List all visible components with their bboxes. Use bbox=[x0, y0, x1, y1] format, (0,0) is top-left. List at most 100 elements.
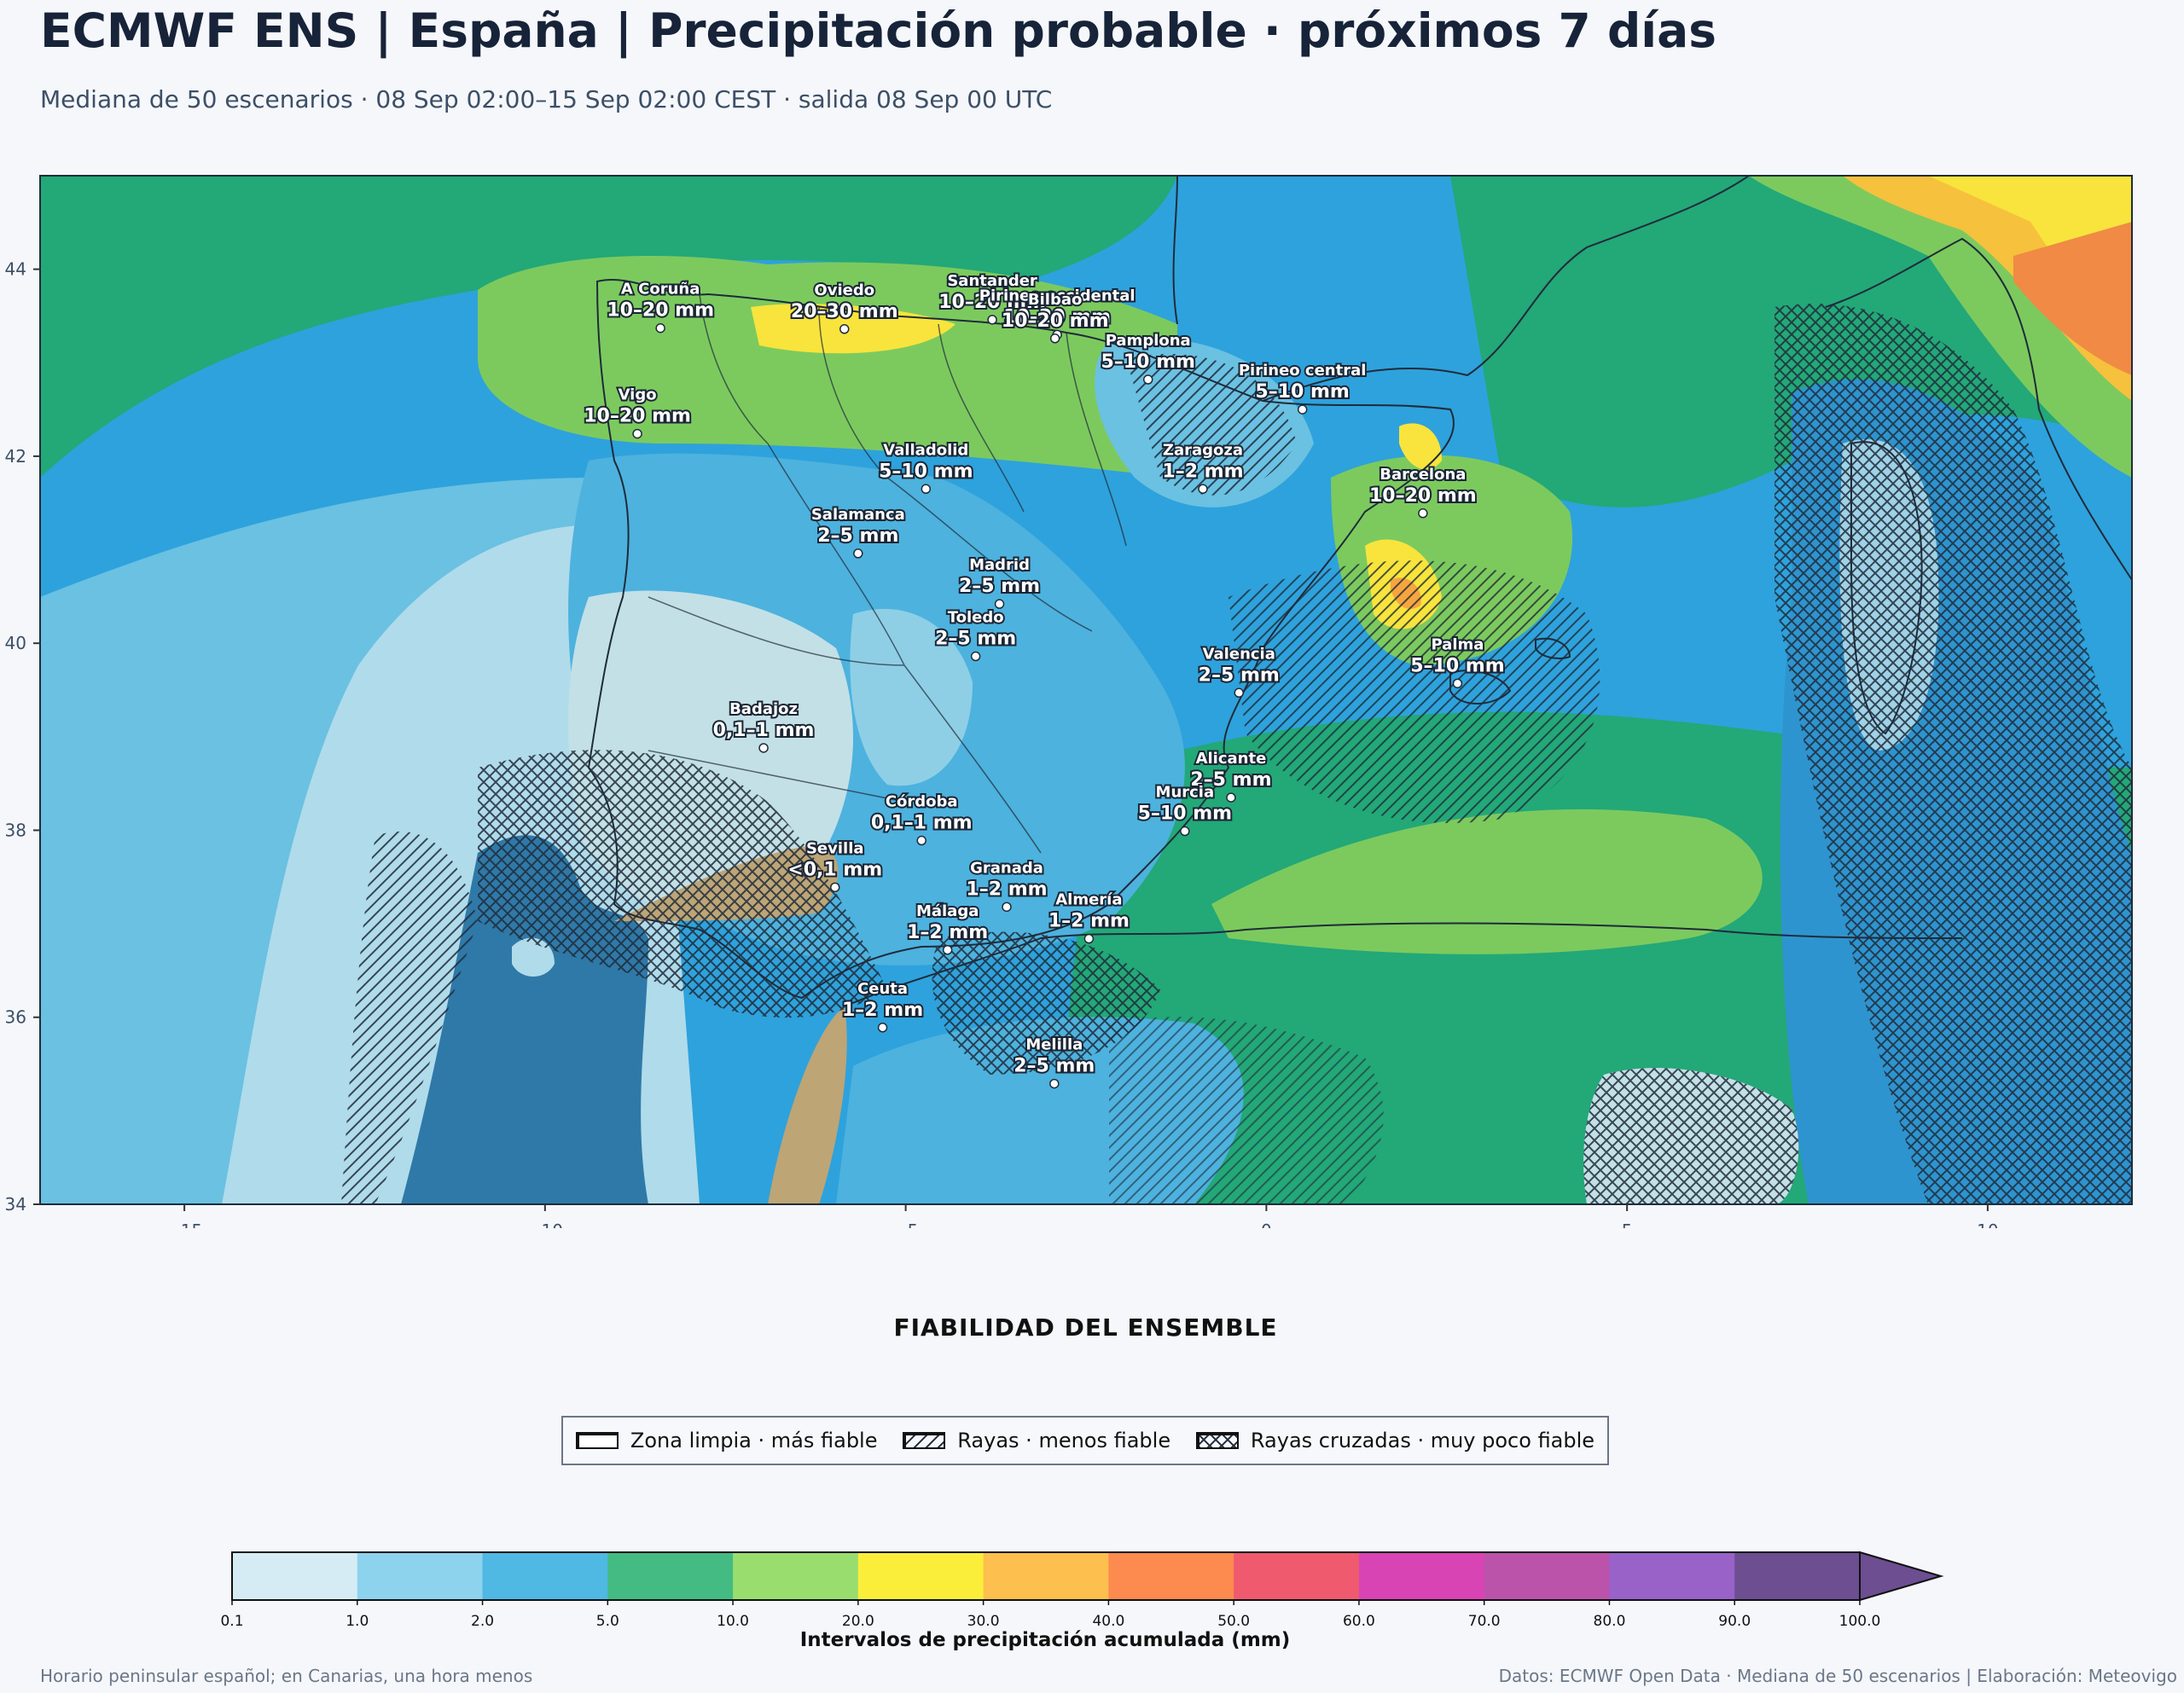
city-precip-value: 1–2 mm bbox=[907, 922, 988, 943]
city-marker bbox=[987, 315, 997, 325]
city-marker bbox=[1180, 826, 1190, 837]
colorbar-tick-label: 70.0 bbox=[1468, 1613, 1501, 1630]
colorbar-label: Intervalos de precipitación acumulada (m… bbox=[799, 1629, 1291, 1651]
x-tick-label: 10 bbox=[1977, 1220, 1998, 1228]
clean-swatch-icon bbox=[575, 1432, 619, 1449]
city-precip-value: 5–10 mm bbox=[879, 461, 973, 482]
legend-item-hatch: Rayas · menos fiable bbox=[903, 1429, 1170, 1452]
city-marker bbox=[1049, 333, 1060, 344]
colorbar-tick-label: 10.0 bbox=[717, 1613, 749, 1630]
reliability-title: FIABILIDAD DEL ENSEMBLE bbox=[893, 1313, 1278, 1342]
city-name: Bilbao bbox=[1028, 291, 1082, 309]
city-precip-value: 1–2 mm bbox=[1048, 911, 1130, 932]
city-precip-value: 10–20 mm bbox=[1003, 306, 1111, 328]
city-precip-value: 1–2 mm bbox=[966, 878, 1047, 900]
colorbar-bin bbox=[1734, 1552, 1861, 1600]
map-frame bbox=[39, 175, 2133, 1205]
colorbar-tick-label: 5.0 bbox=[596, 1613, 619, 1630]
city-name: Ceuta bbox=[857, 980, 908, 998]
city-precip-value: 20–30 mm bbox=[791, 301, 898, 322]
x-tick-label: −10 bbox=[527, 1220, 563, 1228]
city-name: Salamanca bbox=[811, 506, 905, 524]
colorbar-tick-label: 40.0 bbox=[1092, 1613, 1124, 1630]
colorbar-bin bbox=[357, 1552, 484, 1600]
city-precip-value: 5–10 mm bbox=[1101, 351, 1194, 373]
city-name: A Coruña bbox=[621, 281, 700, 299]
city-name: Córdoba bbox=[886, 793, 958, 811]
city-precip-value: 2–5 mm bbox=[817, 525, 898, 547]
colorbar-bin bbox=[733, 1552, 859, 1600]
city-precip-value: 2–5 mm bbox=[1199, 664, 1280, 686]
city-precip-value: 2–5 mm bbox=[959, 576, 1040, 597]
y-tick-label: 34 bbox=[5, 1194, 26, 1215]
city-name: Pamplona bbox=[1106, 332, 1191, 350]
city-marker bbox=[853, 548, 863, 559]
city-precip-value: 2–5 mm bbox=[1014, 1056, 1095, 1077]
x-tick-label: −5 bbox=[893, 1220, 918, 1228]
colorbar-tick-label: 90.0 bbox=[1718, 1613, 1751, 1630]
footer-note: Horario peninsular español; en Canarias,… bbox=[40, 1666, 533, 1686]
colorbar-tick-label: 50.0 bbox=[1217, 1613, 1250, 1630]
city-name: Melilla bbox=[1025, 1036, 1083, 1054]
legend-item-clean: Zona limpia · más fiable bbox=[575, 1429, 878, 1452]
city-marker bbox=[916, 835, 926, 846]
city-name: Pirineo central bbox=[1239, 362, 1367, 380]
city-marker bbox=[877, 1023, 888, 1033]
colorbar-tick-label: 100.0 bbox=[1839, 1613, 1881, 1630]
city-marker bbox=[1452, 678, 1463, 689]
colorbar-bin bbox=[607, 1552, 734, 1600]
city-precip-value: 10–20 mm bbox=[938, 292, 1046, 313]
colorbar-bin bbox=[983, 1552, 1109, 1600]
y-tick-label: 40 bbox=[5, 633, 26, 653]
precipitation-colorbar: 0.1 1.0 2.0 5.0 10.0 20.0 30.0 40.0 50.0 60.0 70.0… bbox=[220, 1551, 1944, 1630]
city-name: Zaragoza bbox=[1163, 441, 1243, 459]
city-precip-value: <0,1 mm bbox=[787, 859, 882, 880]
colorbar-extend-arrow bbox=[1859, 1551, 1944, 1602]
city-name: Badajoz bbox=[729, 700, 798, 718]
city-marker bbox=[655, 322, 665, 333]
page-subtitle: Mediana de 50 escenarios · 08 Sep 02:00–… bbox=[40, 85, 1053, 113]
city-precip-value: 1–2 mm bbox=[842, 1000, 923, 1021]
city-name: Málaga bbox=[916, 902, 979, 920]
city-marker bbox=[1198, 484, 1208, 495]
city-marker bbox=[970, 651, 981, 662]
city-name: Alicante bbox=[1196, 750, 1267, 768]
x-tick-label: 5 bbox=[1622, 1220, 1633, 1228]
city-marker bbox=[1083, 933, 1095, 944]
colorbar-tick-label: 60.0 bbox=[1343, 1613, 1375, 1630]
city-precip-value: 10–20 mm bbox=[584, 406, 691, 427]
colorbar-bin bbox=[857, 1552, 985, 1600]
legend-label-hatch: Rayas · menos fiable bbox=[957, 1429, 1171, 1452]
city-marker bbox=[758, 743, 769, 753]
colorbar-tick-label: 0.1 bbox=[220, 1613, 243, 1630]
city-precip-value: 5–10 mm bbox=[1410, 655, 1504, 676]
legend-label-cross: Rayas cruzadas · muy poco fiable bbox=[1250, 1429, 1595, 1452]
colorbar-bin bbox=[1484, 1552, 1610, 1600]
city-precip-value: 2–5 mm bbox=[935, 629, 1016, 650]
colorbar-bin bbox=[482, 1552, 608, 1600]
city-precip-value: 10–20 mm bbox=[1369, 485, 1477, 507]
city-precip-value: 2–5 mm bbox=[1190, 769, 1271, 791]
colorbar-tick-label: 2.0 bbox=[471, 1613, 494, 1630]
city-marker bbox=[1234, 687, 1244, 699]
city-name: Almería bbox=[1055, 891, 1122, 909]
city-marker bbox=[1002, 902, 1012, 913]
colorbar-bin bbox=[1108, 1552, 1234, 1600]
city-name: Sevilla bbox=[806, 839, 864, 857]
page-title: ECMWF ENS | España | Precipitación proba… bbox=[40, 3, 1717, 58]
city-name: Valladolid bbox=[883, 441, 968, 459]
colorbar-tick-label: 80.0 bbox=[1594, 1613, 1626, 1630]
footer-credits: Datos: ECMWF Open Data · Mediana de 50 e… bbox=[1498, 1666, 2177, 1686]
colorbar-bin bbox=[1609, 1552, 1735, 1600]
city-marker bbox=[942, 945, 953, 955]
city-marker bbox=[632, 428, 642, 439]
precipitation-field bbox=[40, 176, 2132, 1204]
colorbar-bin bbox=[232, 1552, 358, 1600]
legend-label-clean: Zona limpia · más fiable bbox=[630, 1429, 878, 1452]
y-tick-label: 38 bbox=[5, 820, 26, 840]
city-marker bbox=[1142, 374, 1153, 385]
colorbar-frame bbox=[231, 1551, 1861, 1601]
colorbar-tick-label: 30.0 bbox=[967, 1613, 1000, 1630]
